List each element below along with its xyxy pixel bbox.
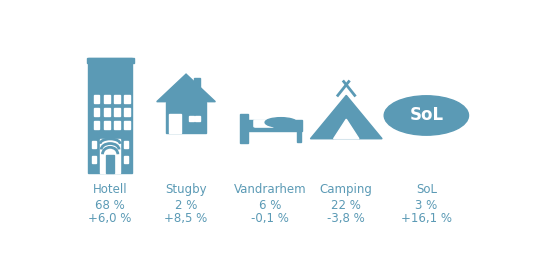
Point — [101, 153, 108, 156]
FancyBboxPatch shape — [124, 121, 130, 129]
Polygon shape — [157, 74, 215, 102]
Line: 2 pts: 2 pts — [338, 82, 349, 95]
Text: 6 %: 6 % — [259, 199, 282, 212]
FancyBboxPatch shape — [92, 141, 96, 148]
Text: +6,0 %: +6,0 % — [89, 212, 132, 226]
FancyBboxPatch shape — [114, 95, 120, 103]
Line: 2 pts: 2 pts — [344, 82, 355, 95]
Text: Stugby: Stugby — [165, 183, 207, 196]
FancyBboxPatch shape — [91, 133, 97, 169]
Circle shape — [384, 96, 468, 135]
Text: Camping: Camping — [320, 183, 373, 196]
FancyBboxPatch shape — [86, 58, 134, 63]
FancyBboxPatch shape — [124, 141, 128, 148]
FancyBboxPatch shape — [169, 113, 181, 133]
Text: +8,5 %: +8,5 % — [164, 212, 208, 226]
FancyBboxPatch shape — [124, 108, 130, 116]
FancyBboxPatch shape — [88, 58, 132, 173]
Text: Vandrarhem: Vandrarhem — [234, 183, 307, 196]
FancyBboxPatch shape — [189, 119, 194, 121]
FancyBboxPatch shape — [123, 133, 129, 169]
FancyBboxPatch shape — [189, 116, 194, 119]
Point — [351, 94, 358, 97]
Text: SoL: SoL — [416, 183, 437, 196]
Text: -0,1 %: -0,1 % — [251, 212, 289, 226]
FancyBboxPatch shape — [124, 156, 128, 163]
FancyBboxPatch shape — [297, 131, 301, 142]
FancyBboxPatch shape — [114, 108, 120, 116]
FancyBboxPatch shape — [254, 120, 273, 127]
Text: 3 %: 3 % — [415, 199, 437, 212]
Text: SoL: SoL — [409, 106, 443, 124]
Point — [335, 94, 341, 97]
FancyBboxPatch shape — [240, 114, 248, 143]
FancyBboxPatch shape — [94, 95, 100, 103]
FancyBboxPatch shape — [166, 102, 206, 133]
FancyBboxPatch shape — [195, 116, 200, 119]
Point — [101, 171, 108, 174]
FancyBboxPatch shape — [247, 120, 302, 131]
FancyBboxPatch shape — [94, 108, 100, 116]
FancyBboxPatch shape — [94, 121, 100, 129]
FancyBboxPatch shape — [104, 108, 109, 116]
FancyBboxPatch shape — [114, 121, 120, 129]
FancyBboxPatch shape — [195, 119, 200, 121]
Text: +16,1 %: +16,1 % — [401, 212, 452, 226]
FancyBboxPatch shape — [194, 78, 200, 89]
FancyBboxPatch shape — [92, 156, 96, 163]
FancyBboxPatch shape — [107, 155, 114, 173]
Point — [113, 171, 119, 174]
Text: 68 %: 68 % — [95, 199, 125, 212]
Polygon shape — [333, 119, 359, 139]
Point — [345, 80, 352, 83]
Text: 2 %: 2 % — [175, 199, 197, 212]
FancyBboxPatch shape — [124, 95, 130, 103]
FancyBboxPatch shape — [104, 95, 109, 103]
Text: 22 %: 22 % — [331, 199, 361, 212]
Text: Hotell: Hotell — [93, 183, 127, 196]
Polygon shape — [311, 95, 382, 139]
FancyBboxPatch shape — [104, 121, 109, 129]
FancyBboxPatch shape — [100, 139, 120, 173]
Point — [341, 80, 347, 83]
Text: -3,8 %: -3,8 % — [327, 212, 365, 226]
Point — [113, 153, 119, 156]
Ellipse shape — [265, 118, 296, 127]
